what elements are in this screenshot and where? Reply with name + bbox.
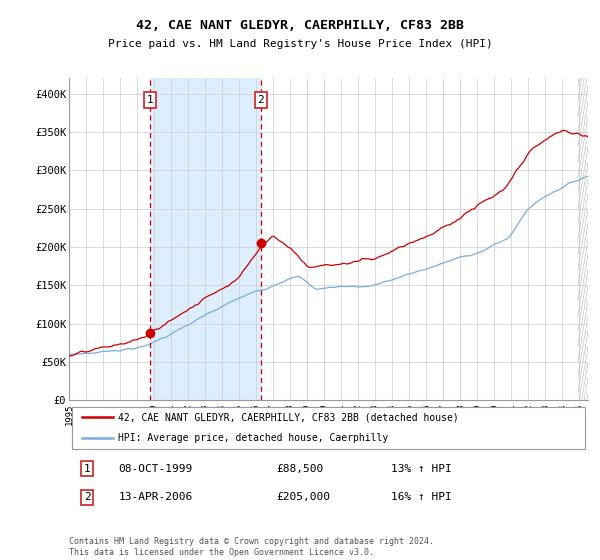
Text: 08-OCT-1999: 08-OCT-1999 xyxy=(118,464,193,474)
Text: This data is licensed under the Open Government Licence v3.0.: This data is licensed under the Open Gov… xyxy=(69,548,374,557)
Text: 13-APR-2006: 13-APR-2006 xyxy=(118,492,193,502)
Text: 16% ↑ HPI: 16% ↑ HPI xyxy=(391,492,452,502)
Text: 1: 1 xyxy=(147,95,154,105)
Text: £205,000: £205,000 xyxy=(277,492,331,502)
Text: 42, CAE NANT GLEDYR, CAERPHILLY, CF83 2BB (detached house): 42, CAE NANT GLEDYR, CAERPHILLY, CF83 2B… xyxy=(118,412,459,422)
Text: Price paid vs. HM Land Registry's House Price Index (HPI): Price paid vs. HM Land Registry's House … xyxy=(107,39,493,49)
Bar xyxy=(150,78,261,400)
Text: 2: 2 xyxy=(84,492,91,502)
Text: Contains HM Land Registry data © Crown copyright and database right 2024.: Contains HM Land Registry data © Crown c… xyxy=(69,537,434,546)
Text: HPI: Average price, detached house, Caerphilly: HPI: Average price, detached house, Caer… xyxy=(118,433,389,444)
Text: 13% ↑ HPI: 13% ↑ HPI xyxy=(391,464,452,474)
Text: 42, CAE NANT GLEDYR, CAERPHILLY, CF83 2BB: 42, CAE NANT GLEDYR, CAERPHILLY, CF83 2B… xyxy=(136,18,464,32)
Text: 2: 2 xyxy=(257,95,264,105)
FancyBboxPatch shape xyxy=(71,407,586,449)
Text: £88,500: £88,500 xyxy=(277,464,324,474)
Text: 1: 1 xyxy=(84,464,91,474)
